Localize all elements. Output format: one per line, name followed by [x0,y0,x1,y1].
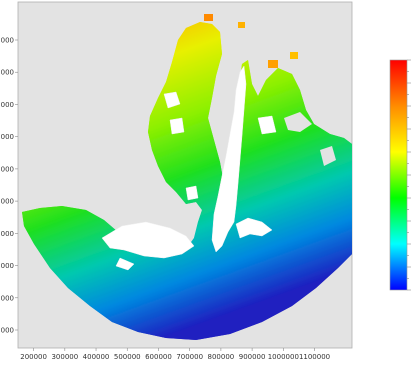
eastern-inlet [235,217,273,239]
small-inlet-4 [257,115,277,135]
y-tick-label: 000 [1,37,14,45]
y-tick-label: 000 [1,133,14,141]
void-1 [284,112,312,132]
small-inlet-1 [115,257,135,271]
western-bay [101,221,195,259]
x-tick-label: 200000 [20,353,47,361]
y-tick-label: 000 [1,101,14,109]
y-tick-label: 000 [1,262,14,270]
y-tick-label: 000 [1,69,14,77]
offshore-islands [204,14,298,68]
x-tick-label: 900000 [239,353,266,361]
x-tick-label: 600000 [145,353,172,361]
y-tick-label: 000 [1,327,14,335]
colorbar-ramp [389,59,408,291]
colorbar-legend [389,59,411,291]
y-axis: 000 000 000 000 000 000 000 000 000 000 [1,37,18,335]
x-tick-label: 700000 [176,353,203,361]
sound-channel [211,65,247,253]
x-tick-label: 1100000 [299,353,330,361]
x-tick-label: 500000 [114,353,141,361]
small-inlet-5 [185,185,199,201]
x-tick-label: 1000000 [268,353,299,361]
small-inlet-3 [169,117,185,135]
colorbar-ticks [407,59,411,291]
small-inlet-2 [163,91,181,109]
y-tick-label: 000 [1,165,14,173]
void-2 [320,146,336,166]
x-tick-label: 300000 [51,353,78,361]
y-tick-label: 000 [1,198,14,206]
x-axis: 200000 300000 400000 500000 600000 700000 8000… [20,348,330,361]
y-tick-label: 000 [1,294,14,302]
x-tick-label: 800000 [208,353,235,361]
water-bodies [101,65,336,271]
y-tick-label: 000 [1,230,14,238]
x-tick-label: 400000 [83,353,110,361]
